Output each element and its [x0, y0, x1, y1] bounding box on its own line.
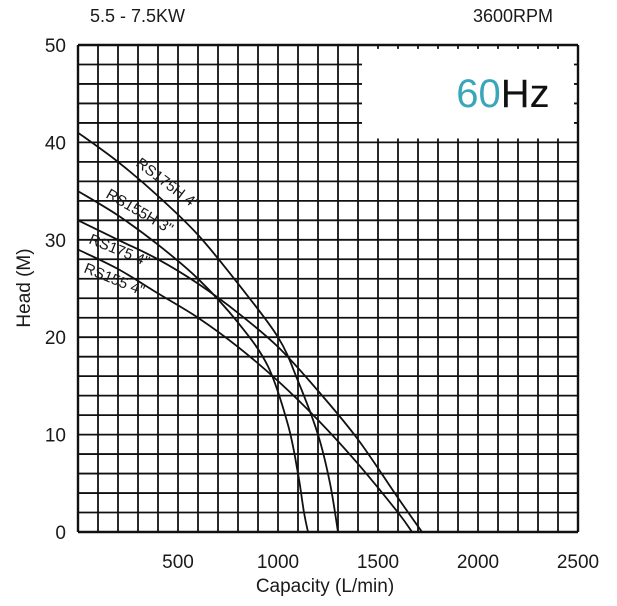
- y-tick-label: 50: [45, 36, 66, 57]
- y-tick-label: 0: [55, 523, 66, 544]
- frequency-badge: 60Hz: [456, 72, 549, 116]
- y-tick-label: 20: [45, 328, 66, 349]
- speed-rating: 3600RPM: [473, 6, 553, 26]
- performance-curves: [77, 131, 423, 533]
- x-tick-label: 2000: [457, 552, 499, 573]
- y-tick-label: 40: [45, 133, 66, 154]
- curve-3: [77, 219, 423, 533]
- frequency-number: 60: [456, 72, 501, 116]
- grid: [76, 43, 580, 534]
- power-rating: 5.5 - 7.5KW: [90, 6, 185, 26]
- y-tick-label: 10: [45, 426, 66, 447]
- x-tick-label: 1000: [257, 552, 299, 573]
- x-tick-label: 500: [162, 552, 194, 573]
- curve-1: [77, 131, 339, 533]
- x-axis-title: Capacity (L/min): [256, 576, 394, 597]
- y-axis-title: Head (M): [14, 248, 35, 327]
- frequency-badge-background: [362, 48, 574, 139]
- frequency-unit: Hz: [501, 72, 550, 116]
- y-tick-label: 30: [45, 231, 66, 252]
- x-tick-label: 2500: [557, 552, 599, 573]
- x-tick-label: 1500: [357, 552, 399, 573]
- curve-2: [77, 190, 309, 533]
- curve-4: [77, 248, 413, 533]
- axis-ticks: 500 1000 1500 2000 2500 0 10 20 30 40 50: [45, 36, 599, 573]
